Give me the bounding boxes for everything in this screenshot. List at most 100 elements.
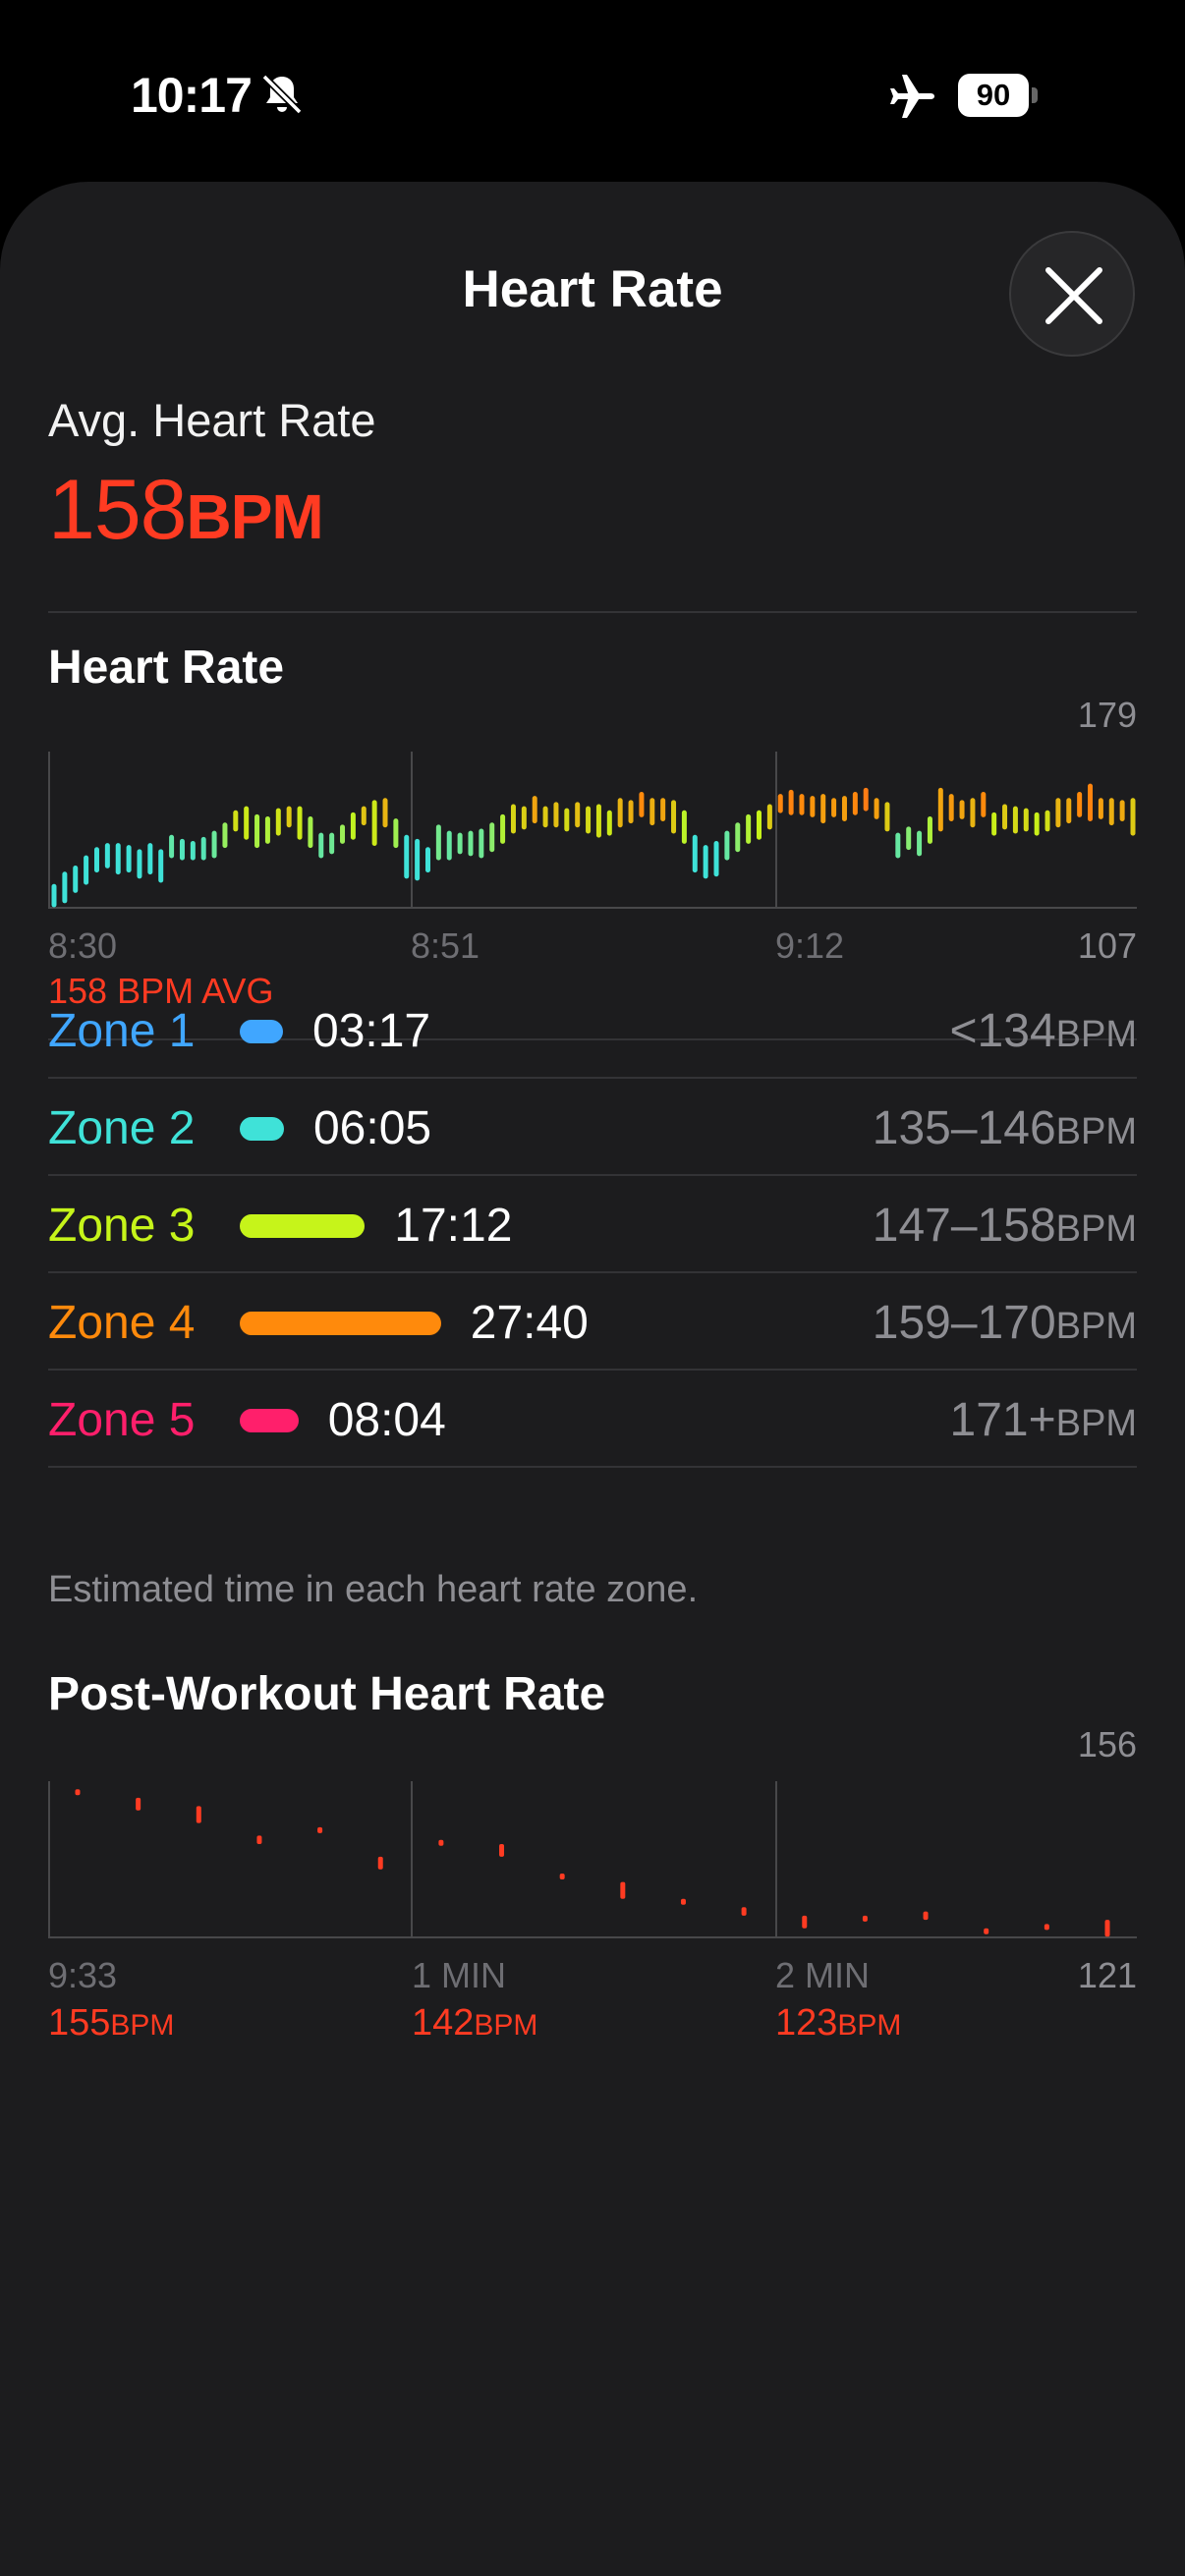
battery-tip bbox=[1032, 87, 1038, 103]
zone-range-unit: BPM bbox=[1055, 1014, 1137, 1055]
post-workout-point bbox=[438, 1839, 444, 1846]
post-workout-point bbox=[741, 1907, 747, 1916]
post-workout-x-label: 9:33 bbox=[48, 1955, 118, 1995]
hr-chart-svg bbox=[48, 752, 1137, 909]
divider bbox=[48, 1038, 1137, 1040]
post-workout-point bbox=[923, 1911, 929, 1921]
zone-bar bbox=[240, 1312, 441, 1335]
zone-bar bbox=[240, 1214, 366, 1238]
zone-name: Zone 3 bbox=[48, 1200, 196, 1252]
post-workout-x-label: 1 MIN bbox=[412, 1955, 507, 1995]
airplane-icon bbox=[890, 75, 934, 118]
post-workout-point bbox=[862, 1915, 868, 1922]
post-workout-point bbox=[136, 1797, 141, 1811]
post-workout-point bbox=[75, 1789, 81, 1796]
zone-row: Zone 1 03:17 <134BPM bbox=[48, 982, 1137, 1079]
zone-bar bbox=[240, 1117, 284, 1141]
bell-slash-icon bbox=[261, 74, 303, 115]
zone-range-value: 147–158 bbox=[872, 1200, 1056, 1252]
hr-chart-x-label: 8:30 bbox=[48, 925, 118, 966]
post-workout-x-label: 2 MIN bbox=[775, 1955, 871, 1995]
zone-time: 06:05 bbox=[312, 1102, 432, 1154]
zone-row: Zone 4 27:40 159–170BPM bbox=[48, 1274, 1137, 1371]
post-workout-bpm: 142BPM bbox=[412, 2002, 537, 2044]
post-workout-bpm-value: 155 bbox=[48, 2002, 111, 2044]
post-workout-bpm-unit: BPM bbox=[110, 2009, 175, 2042]
zone-name: Zone 4 bbox=[48, 1297, 196, 1349]
post-workout-point bbox=[1104, 1920, 1110, 1937]
zone-divider bbox=[48, 1271, 1137, 1273]
post-workout-point bbox=[802, 1915, 808, 1929]
zone-divider bbox=[48, 1174, 1137, 1176]
post-workout-point bbox=[317, 1826, 323, 1833]
post-workout-y-min: 121 bbox=[1077, 1955, 1137, 1995]
zone-range-unit: BPM bbox=[1055, 1403, 1137, 1444]
status-time: 10:17 bbox=[131, 68, 253, 123]
zone-bar bbox=[240, 1020, 283, 1043]
post-workout-bpm: 155BPM bbox=[48, 2002, 174, 2044]
post-workout-bpm: 123BPM bbox=[775, 2002, 901, 2044]
post-workout-title: Post-Workout Heart Rate bbox=[48, 1668, 606, 1720]
post-workout-point bbox=[680, 1898, 686, 1905]
zone-name: Zone 1 bbox=[48, 1005, 196, 1057]
hr-chart-y-max: 179 bbox=[1077, 695, 1137, 735]
zone-time: 08:04 bbox=[327, 1394, 446, 1446]
avg-heart-rate-label: Avg. Heart Rate bbox=[48, 394, 376, 446]
hr-chart-avg: 158 BPM AVG bbox=[48, 971, 274, 1011]
hr-chart bbox=[48, 752, 1137, 909]
heart-rate-sheet: Heart Rate Avg. Heart Rate 158BPM Heart … bbox=[0, 182, 1185, 2576]
hr-chart-y-min: 107 bbox=[1077, 925, 1137, 966]
post-workout-bpm-unit: BPM bbox=[837, 2009, 902, 2042]
close-icon bbox=[1045, 267, 1102, 324]
zone-time: 03:17 bbox=[312, 1005, 431, 1057]
zone-time: 27:40 bbox=[470, 1297, 589, 1349]
avg-heart-rate-unit: BPM bbox=[186, 481, 324, 552]
zone-row: Zone 3 17:12 147–158BPM bbox=[48, 1177, 1137, 1273]
battery-level: 90 bbox=[958, 74, 1029, 117]
post-workout-bpm-value: 142 bbox=[412, 2002, 475, 2044]
zone-range: <134BPM bbox=[950, 1004, 1137, 1058]
post-workout-point bbox=[256, 1835, 262, 1844]
divider bbox=[48, 611, 1137, 613]
hr-chart-x-label: 8:51 bbox=[411, 925, 480, 966]
zone-range: 135–146BPM bbox=[873, 1101, 1137, 1155]
zones-footnote: Estimated time in each heart rate zone. bbox=[48, 1569, 699, 1610]
post-workout-bpm-value: 123 bbox=[775, 2002, 838, 2044]
zone-range-value: 159–170 bbox=[872, 1297, 1056, 1349]
zone-row: Zone 5 08:04 171+BPM bbox=[48, 1372, 1137, 1468]
post-workout-point bbox=[196, 1806, 201, 1823]
sheet-title: Heart Rate bbox=[462, 260, 723, 318]
post-workout-chart bbox=[48, 1781, 1137, 1938]
hr-chart-title: Heart Rate bbox=[48, 642, 285, 694]
zone-divider bbox=[48, 1077, 1137, 1079]
post-workout-point bbox=[620, 1881, 626, 1899]
post-workout-chart-svg bbox=[48, 1781, 1137, 1938]
post-workout-point bbox=[1044, 1924, 1049, 1931]
zone-name: Zone 5 bbox=[48, 1394, 196, 1446]
avg-heart-rate-number: 158 bbox=[48, 463, 187, 557]
zone-divider bbox=[48, 1466, 1137, 1468]
zone-range-value: 135–146 bbox=[872, 1102, 1056, 1154]
post-workout-point bbox=[377, 1856, 383, 1870]
zone-range: 171+BPM bbox=[950, 1393, 1137, 1447]
zone-range: 159–170BPM bbox=[873, 1296, 1137, 1350]
zone-name: Zone 2 bbox=[48, 1102, 196, 1154]
zone-time: 17:12 bbox=[394, 1200, 513, 1252]
post-workout-point bbox=[984, 1928, 989, 1934]
zone-range-unit: BPM bbox=[1055, 1208, 1137, 1250]
close-button[interactable] bbox=[1009, 231, 1135, 357]
zone-range-unit: BPM bbox=[1055, 1111, 1137, 1152]
zone-range-value: <134 bbox=[949, 1005, 1056, 1057]
status-bar: 10:17 90 bbox=[0, 0, 1185, 182]
post-workout-point bbox=[559, 1874, 565, 1879]
zone-bar bbox=[240, 1409, 299, 1432]
post-workout-point bbox=[499, 1844, 505, 1857]
zone-divider bbox=[48, 1369, 1137, 1371]
zone-range-unit: BPM bbox=[1055, 1306, 1137, 1347]
avg-heart-rate-value: 158BPM bbox=[48, 462, 324, 559]
battery-icon: 90 bbox=[958, 74, 1039, 117]
post-workout-y-max: 156 bbox=[1077, 1724, 1137, 1764]
zone-range: 147–158BPM bbox=[873, 1199, 1137, 1253]
post-workout-bpm-unit: BPM bbox=[474, 2009, 538, 2042]
zone-range-value: 171+ bbox=[949, 1394, 1056, 1446]
